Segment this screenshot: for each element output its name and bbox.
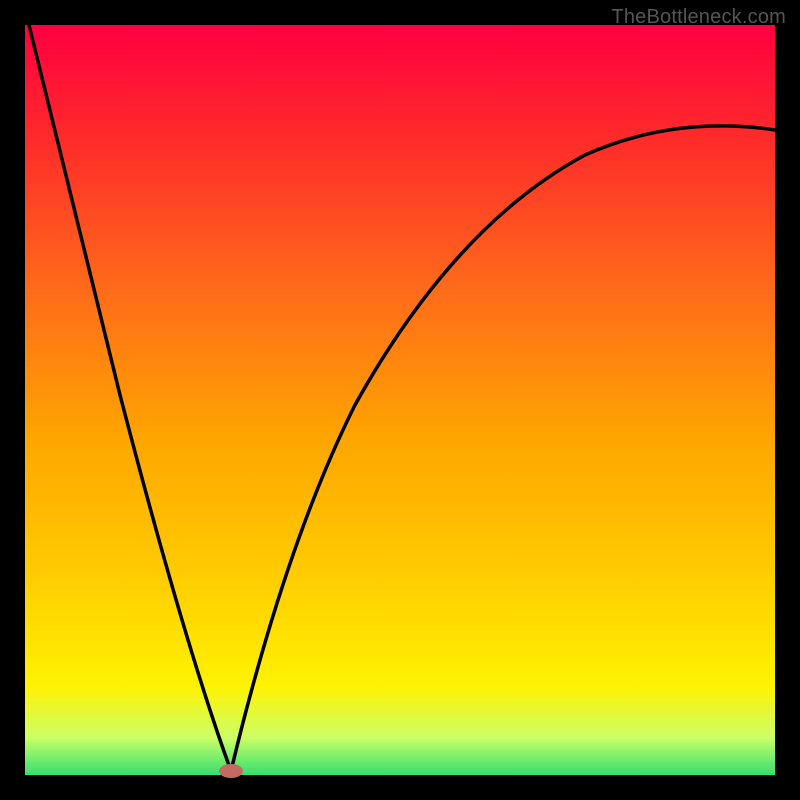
- watermark-text: TheBottleneck.com: [611, 6, 786, 29]
- curve-right-branch: [231, 126, 775, 771]
- minimum-marker: [219, 764, 243, 778]
- bottleneck-curve: [25, 25, 775, 775]
- curve-left-branch: [29, 25, 231, 771]
- chart-frame: [0, 0, 800, 800]
